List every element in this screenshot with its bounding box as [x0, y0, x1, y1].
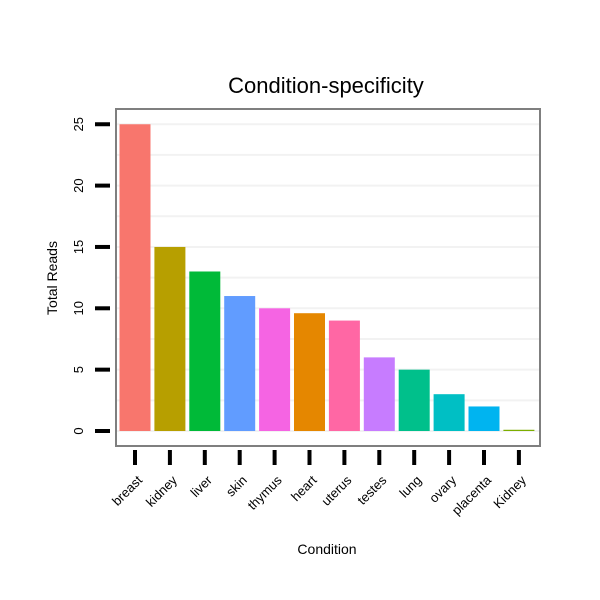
- bar-lung-8: [398, 369, 430, 431]
- y-tick-label: 5: [71, 366, 86, 373]
- bar-thymus-4: [259, 308, 291, 431]
- bar-uterus-6: [328, 320, 360, 431]
- bar-heart-5: [294, 313, 325, 431]
- x-tick-label: uterus: [318, 472, 355, 509]
- bars: [119, 124, 535, 431]
- y-axis-label: Total Reads: [44, 241, 60, 315]
- y-tick-label: 0: [71, 427, 86, 434]
- bar-skin-3: [224, 296, 256, 431]
- x-tick-label: thymus: [244, 472, 285, 513]
- chart-title: Condition-specificity: [228, 73, 424, 98]
- plot-panel-border: [115, 108, 541, 447]
- x-tick-label: liver: [187, 472, 215, 500]
- bar-placenta-10: [468, 406, 500, 431]
- gridlines: [116, 123, 540, 432]
- y-tick-label: 25: [71, 117, 86, 131]
- x-tick-label: placenta: [449, 472, 495, 518]
- x-tick-label: heart: [288, 472, 320, 504]
- bar-ovary-9: [433, 394, 465, 431]
- y-tick-label: 20: [71, 178, 86, 192]
- x-tick-label: kidney: [143, 472, 181, 510]
- y-axis: 0 5 10 15 20 25: [71, 117, 110, 435]
- x-axis-label: Condition: [297, 541, 356, 557]
- bar-kidney-11: [503, 429, 535, 431]
- x-tick-label: testes: [354, 472, 389, 507]
- bar-liver-2: [189, 271, 221, 431]
- x-tick-label: skin: [223, 473, 250, 500]
- bar-breast-0: [119, 124, 151, 431]
- y-tick-label: 10: [71, 301, 86, 315]
- x-tick-label: Kidney: [490, 472, 529, 511]
- x-tick-label: breast: [109, 472, 145, 508]
- bar-kidney-1: [154, 246, 186, 431]
- bar-testes-7: [363, 357, 395, 431]
- x-tick-label: lung: [396, 473, 424, 501]
- y-tick-label: 15: [71, 240, 86, 254]
